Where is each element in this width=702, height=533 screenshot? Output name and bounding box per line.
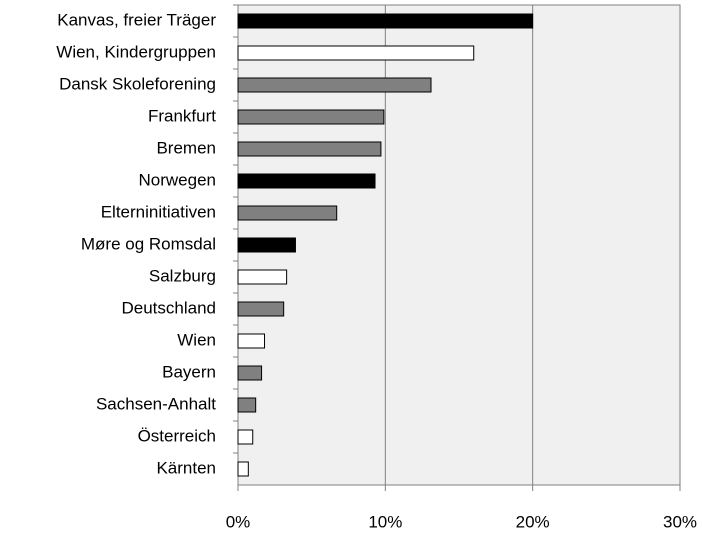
bar — [237, 237, 296, 253]
y-tick-label: Norwegen — [139, 170, 217, 189]
bar — [237, 365, 263, 381]
bar — [237, 13, 534, 29]
y-tick-label: Møre og Romsdal — [81, 234, 216, 253]
bar — [237, 397, 257, 413]
bar — [237, 461, 249, 477]
y-tick-label: Sachsen-Anhalt — [96, 394, 216, 413]
y-tick-label: Kärnten — [156, 458, 216, 477]
y-tick-label: Österreich — [138, 426, 216, 445]
y-tick-label: Wien — [177, 330, 216, 349]
y-tick-label: Salzburg — [149, 266, 216, 285]
y-tick-label: Kanvas, freier Träger — [57, 10, 216, 29]
bar — [237, 45, 475, 61]
y-tick-label: Dansk Skoleforening — [59, 74, 216, 93]
y-tick-label: Bayern — [162, 362, 216, 381]
bar — [237, 333, 266, 349]
x-tick-label: 20% — [516, 512, 550, 531]
y-tick-label: Wien, Kindergruppen — [56, 42, 216, 61]
x-tick-label: 30% — [663, 512, 697, 531]
y-tick-label: Bremen — [156, 138, 216, 157]
y-tick-label: Frankfurt — [148, 106, 216, 125]
x-tick-label: 10% — [368, 512, 402, 531]
bar — [237, 205, 338, 221]
x-tick-label: 0% — [226, 512, 251, 531]
bar — [237, 429, 254, 445]
bar — [237, 141, 382, 157]
y-tick-label: Deutschland — [121, 298, 216, 317]
bar — [237, 173, 376, 189]
bar — [237, 301, 285, 317]
y-tick-label: Elterninitiativen — [101, 202, 216, 221]
bar — [237, 77, 432, 93]
plot-area — [237, 4, 681, 486]
bar — [237, 109, 385, 125]
bar — [237, 269, 288, 285]
